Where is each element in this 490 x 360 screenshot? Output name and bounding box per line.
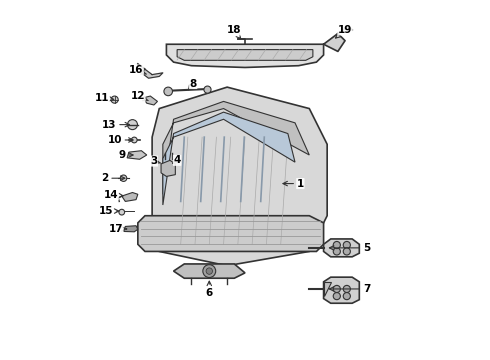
Circle shape (333, 248, 341, 255)
Text: 18: 18 (226, 25, 241, 39)
Text: 10: 10 (107, 135, 133, 145)
Polygon shape (152, 87, 327, 266)
Text: 14: 14 (104, 190, 123, 200)
Text: 16: 16 (129, 65, 147, 75)
Text: 13: 13 (102, 120, 129, 130)
Polygon shape (163, 102, 309, 194)
Text: 19: 19 (336, 25, 352, 38)
Circle shape (121, 175, 127, 181)
Polygon shape (323, 239, 359, 257)
Circle shape (333, 293, 341, 300)
Text: 17: 17 (108, 224, 126, 234)
Circle shape (206, 268, 213, 274)
Polygon shape (123, 226, 138, 232)
Polygon shape (323, 277, 359, 303)
Polygon shape (167, 44, 323, 67)
Circle shape (204, 86, 211, 93)
Polygon shape (163, 112, 295, 205)
Text: 9: 9 (118, 150, 133, 160)
Circle shape (164, 87, 172, 96)
Text: 11: 11 (95, 93, 114, 103)
Polygon shape (138, 216, 323, 251)
Text: 8: 8 (189, 78, 197, 90)
Circle shape (333, 242, 341, 249)
Text: 6: 6 (206, 281, 213, 297)
Polygon shape (173, 264, 245, 278)
Polygon shape (177, 50, 313, 60)
Circle shape (343, 242, 350, 249)
Circle shape (343, 285, 350, 293)
Text: 4: 4 (172, 156, 181, 165)
Polygon shape (127, 151, 147, 159)
Text: 7: 7 (329, 284, 370, 294)
Polygon shape (323, 282, 331, 296)
Polygon shape (142, 69, 163, 78)
Circle shape (333, 285, 341, 293)
Text: 3: 3 (150, 156, 161, 166)
Text: 2: 2 (101, 173, 125, 183)
Circle shape (343, 293, 350, 300)
Circle shape (203, 265, 216, 278)
Text: 12: 12 (130, 91, 148, 102)
Polygon shape (122, 193, 138, 202)
Circle shape (343, 248, 350, 255)
Polygon shape (143, 96, 157, 105)
Circle shape (131, 137, 137, 143)
Circle shape (119, 209, 124, 215)
Circle shape (111, 96, 118, 103)
Circle shape (127, 120, 138, 130)
Text: 5: 5 (329, 243, 370, 253)
Polygon shape (323, 33, 345, 51)
Text: 15: 15 (98, 206, 119, 216)
Text: 1: 1 (283, 179, 304, 189)
Polygon shape (161, 160, 175, 176)
